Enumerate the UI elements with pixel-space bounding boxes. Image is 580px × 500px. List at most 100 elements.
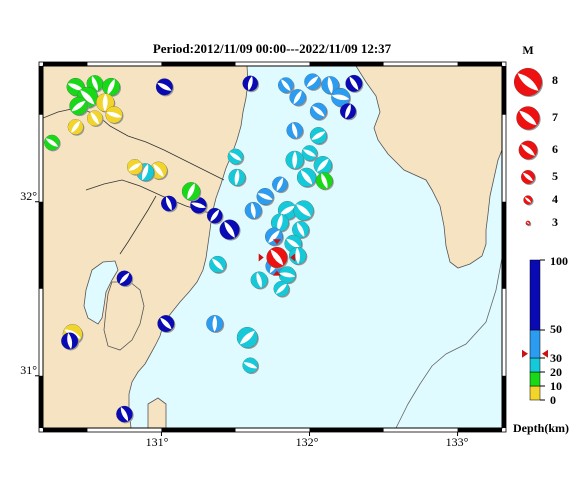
magnitude-legend-title: M (522, 43, 533, 57)
depth-tick-50: 50 (550, 322, 562, 336)
latest-event-pointer (258, 253, 264, 262)
frame-segment (39, 66, 43, 115)
frame-segment (309, 62, 384, 66)
earthquake-marker (209, 255, 228, 274)
lon-axis-labels: 131° 132° 133° (146, 435, 469, 449)
magnitude-legend-ball (523, 195, 534, 206)
earthquake-marker (116, 270, 134, 288)
earthquake-marker (244, 201, 263, 220)
earthquake-marker (309, 102, 328, 121)
earthquake-marker (296, 167, 318, 188)
depth-tick-20: 20 (550, 365, 562, 379)
frame-segment (309, 428, 384, 432)
earthquake-marker (293, 200, 315, 222)
frame-segment (43, 428, 88, 432)
earthquake-marker (227, 148, 245, 166)
earthquake-marker (278, 266, 297, 285)
depth-band (529, 357, 541, 373)
earthquake-marker (309, 127, 328, 146)
magnitude-legend-ball (518, 140, 539, 161)
frame-segment (457, 62, 502, 66)
depth-band (529, 371, 541, 387)
magnitude-legend-ball (513, 67, 543, 97)
lat-axis-labels: 32° 31° (20, 189, 37, 377)
earthquake-marker (102, 77, 122, 97)
earthquake-marker (288, 246, 308, 266)
magnitude-legend-ball (521, 170, 536, 185)
earthquake-marker (219, 219, 241, 241)
frame-segment (39, 375, 43, 428)
magnitude-label-5: 5 (552, 169, 558, 183)
depth-band (529, 385, 541, 401)
frame-segment (161, 428, 236, 432)
earthquake-marker (206, 207, 224, 225)
depth-tick-10: 10 (550, 379, 562, 393)
earthquake-marker (242, 357, 260, 375)
earthquake-marker (86, 110, 104, 128)
earthquake-marker (315, 172, 334, 191)
ryukyu-trench-line (395, 257, 502, 428)
lat-label-32: 32° (20, 189, 37, 203)
earthquake-marker (181, 182, 202, 202)
frame-segment (502, 375, 506, 428)
lon-label-132: 132° (296, 435, 319, 449)
frame-segment (43, 62, 88, 66)
depth-tick-100: 100 (550, 254, 568, 268)
earthquake-marker (339, 103, 358, 121)
earthquake-marker (105, 106, 124, 125)
frame-segment (39, 201, 43, 289)
earthquake-marker (242, 75, 260, 93)
lon-label-133: 133° (446, 435, 469, 449)
earthquake-marker (228, 168, 247, 187)
depth-legend: 100 50 30 20 10 0 Depth(km) (513, 254, 569, 435)
latest-event-pointer (290, 253, 296, 262)
depth-legend-title: Depth(km) (513, 421, 569, 435)
magnitude-label-3: 3 (552, 215, 558, 229)
lat-label-31: 31° (20, 363, 37, 377)
earthquake-marker (277, 77, 295, 94)
earthquake-marker (289, 89, 307, 107)
earthquake-marker (206, 315, 225, 334)
earthquake-marker (61, 332, 80, 351)
earthquake-marker (67, 119, 85, 136)
latest-event-pointer (272, 239, 281, 245)
earthquake-marker (313, 156, 333, 176)
earthquake-marker (116, 405, 134, 424)
depth-band (529, 259, 541, 331)
frame-outline (38, 61, 507, 433)
shikoku-coast (355, 66, 502, 269)
osumi-peninsula (103, 281, 145, 351)
latest-event-pointer (272, 270, 281, 276)
earthquake-marker (345, 74, 364, 93)
kagoshima-bay (83, 260, 119, 325)
earthquake-marker (292, 221, 311, 240)
earthquake-marker (256, 188, 275, 206)
earthquake-marker (250, 271, 269, 290)
magnitude-legend-ball (525, 220, 532, 227)
earthquake-marker (285, 150, 305, 171)
earthquake-marker (161, 195, 178, 213)
earthquake-marker (236, 327, 259, 349)
magnitude-legend-ball (516, 106, 541, 131)
frame-segment (457, 428, 502, 432)
earthquake-marker (301, 145, 319, 162)
magnitude-label-4: 4 (552, 192, 558, 206)
latest-depth-pointer (542, 349, 548, 358)
earthquake-marker (273, 280, 291, 298)
earthquake-marker (157, 315, 176, 334)
latest-depth-pointer (522, 349, 528, 358)
earthquake-marker (331, 87, 351, 108)
frame-segment (502, 66, 506, 115)
frame-segment (502, 201, 506, 289)
earthquake-marker (304, 73, 322, 91)
quake-layer (44, 73, 364, 424)
frame-segment (161, 62, 236, 66)
earthquake-marker (44, 134, 61, 152)
depth-tick-30: 30 (550, 351, 562, 365)
map-panel (35, 61, 507, 436)
map-title: Period:2012/11/09 00:00---2022/11/09 12:… (153, 41, 392, 56)
tanegashima (147, 397, 167, 428)
earthquake-marker (69, 96, 89, 117)
magnitude-label-6: 6 (552, 142, 558, 156)
